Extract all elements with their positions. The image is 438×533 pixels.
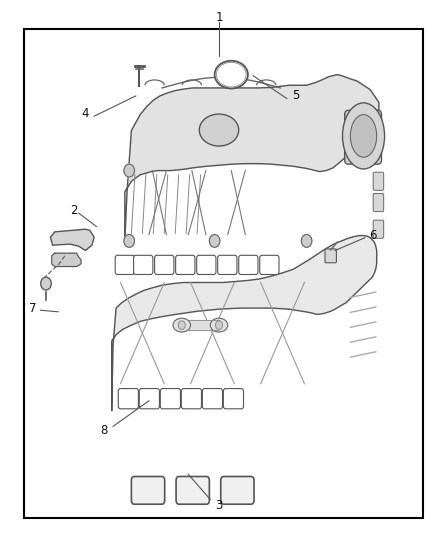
Circle shape (215, 321, 223, 329)
Ellipse shape (173, 318, 191, 332)
Circle shape (209, 235, 220, 247)
FancyBboxPatch shape (197, 255, 216, 274)
Circle shape (178, 321, 185, 329)
FancyBboxPatch shape (118, 389, 138, 409)
Text: 8: 8 (101, 424, 108, 437)
FancyBboxPatch shape (155, 255, 174, 274)
Text: 2: 2 (70, 204, 78, 217)
Text: 3: 3 (215, 499, 223, 512)
Circle shape (301, 235, 312, 247)
FancyBboxPatch shape (176, 255, 195, 274)
FancyBboxPatch shape (239, 255, 258, 274)
FancyBboxPatch shape (373, 193, 384, 212)
Ellipse shape (199, 114, 239, 146)
FancyBboxPatch shape (176, 477, 209, 504)
FancyBboxPatch shape (218, 255, 237, 274)
Circle shape (41, 277, 51, 290)
Text: 4: 4 (81, 107, 89, 120)
FancyBboxPatch shape (115, 255, 134, 274)
Ellipse shape (343, 103, 385, 169)
Polygon shape (52, 253, 81, 266)
Polygon shape (188, 320, 219, 330)
Text: 7: 7 (29, 302, 37, 314)
FancyBboxPatch shape (223, 389, 244, 409)
Text: 5: 5 (292, 90, 299, 102)
Circle shape (124, 235, 134, 247)
Ellipse shape (215, 61, 248, 88)
Circle shape (124, 164, 134, 177)
FancyBboxPatch shape (221, 477, 254, 504)
FancyBboxPatch shape (181, 389, 201, 409)
FancyBboxPatch shape (202, 389, 223, 409)
Text: 6: 6 (369, 229, 377, 242)
FancyBboxPatch shape (134, 255, 153, 274)
Text: 1: 1 (215, 11, 223, 23)
FancyBboxPatch shape (325, 249, 336, 263)
Ellipse shape (210, 318, 228, 332)
FancyBboxPatch shape (160, 389, 180, 409)
FancyBboxPatch shape (373, 220, 384, 238)
FancyBboxPatch shape (373, 172, 384, 190)
FancyBboxPatch shape (131, 477, 165, 504)
Ellipse shape (350, 115, 377, 157)
Polygon shape (112, 236, 377, 410)
Polygon shape (50, 229, 94, 251)
FancyBboxPatch shape (260, 255, 279, 274)
FancyBboxPatch shape (139, 389, 159, 409)
FancyBboxPatch shape (345, 110, 381, 164)
Polygon shape (125, 75, 379, 241)
